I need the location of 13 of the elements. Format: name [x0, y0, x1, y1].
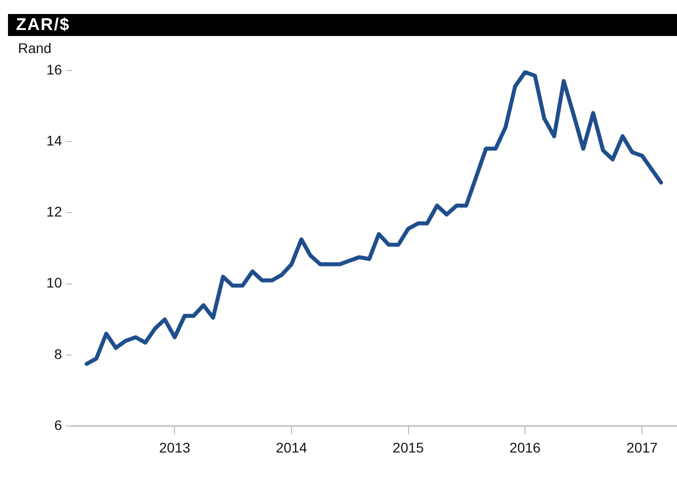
- y-tick-label: 6: [54, 417, 62, 434]
- x-tick-label: 2014: [276, 439, 308, 456]
- y-tick-label: 16: [46, 61, 62, 78]
- x-tick-label: 2015: [392, 439, 424, 456]
- chart-title: ZAR/$: [8, 14, 677, 36]
- y-tick-label: 8: [54, 346, 62, 362]
- y-tick-label: 14: [46, 132, 62, 148]
- x-tick-label: 2017: [626, 439, 658, 456]
- x-tick-label: 2016: [509, 439, 541, 456]
- y-tick-label: 12: [46, 204, 62, 220]
- y-axis-title: Rand: [18, 40, 52, 56]
- y-tick-label: 10: [46, 274, 62, 291]
- x-tick-label: 2013: [159, 439, 190, 456]
